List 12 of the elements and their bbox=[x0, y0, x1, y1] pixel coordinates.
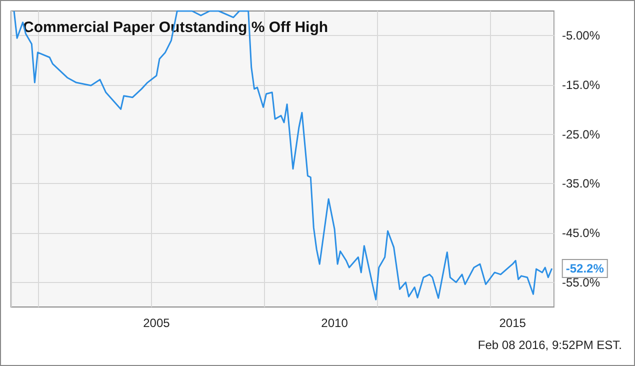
y-tick-label: -15.0% bbox=[562, 78, 600, 92]
line-series bbox=[13, 10, 553, 300]
y-tick-label: -25.0% bbox=[562, 127, 600, 142]
y-tick-label: -55.0% bbox=[562, 275, 600, 290]
x-tick-label: 2005 bbox=[143, 316, 170, 330]
y-tick-label: -45.0% bbox=[562, 226, 600, 240]
x-tick-label: 2010 bbox=[321, 316, 348, 330]
y-tick-label: -5.00% bbox=[562, 28, 600, 43]
y-tick-label: -35.0% bbox=[562, 176, 600, 191]
text: Feb 08 2016, 9:52PM EST. bbox=[478, 338, 622, 352]
annotation: -52.2% bbox=[566, 262, 604, 276]
x-tick-label: 2015 bbox=[499, 316, 526, 330]
